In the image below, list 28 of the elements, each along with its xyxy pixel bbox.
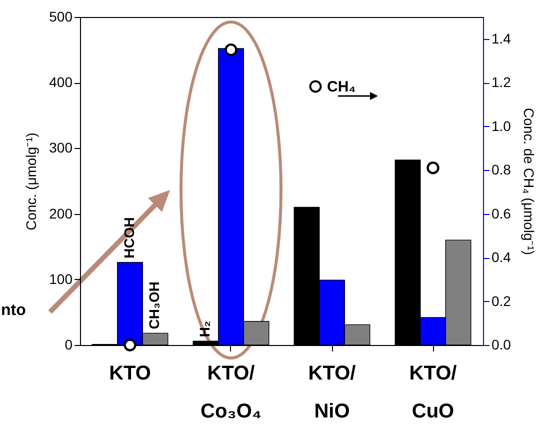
x-tick-label: KTO/ Co₃O₄: [200, 362, 262, 422]
text: CH₃OH: [146, 281, 162, 330]
y-tick-label: 100: [49, 270, 73, 287]
y2-tick-label: 0.2: [492, 292, 512, 309]
y2-tick-label: 1.4: [492, 30, 512, 46]
text: H₂: [196, 320, 213, 338]
y2-tick-label: 1.0: [492, 118, 512, 134]
text: nto: [1, 302, 26, 319]
y-tick-label: 300: [49, 140, 73, 156]
point: [426, 162, 440, 174]
y2-tick-label: 0.4: [492, 249, 512, 266]
y2-tick-label: 0.0: [492, 336, 512, 352]
y2-axis-title: Conc. de CH₄ (μmolg⁻¹): [520, 108, 537, 256]
point: [224, 43, 238, 56]
y2-tick-label: 1.2: [492, 74, 512, 90]
point: [124, 338, 136, 352]
legend-label: CH₄: [327, 78, 356, 96]
y-tick-label: 200: [49, 205, 73, 222]
text: HCOH: [120, 217, 137, 258]
x-tick-label: KTO: [109, 362, 151, 384]
y-tick-label: 500: [49, 8, 73, 24]
y-axis-title: Conc. (μmolg⁻¹): [23, 132, 40, 230]
x-tick-label: KTO/ CuO: [409, 362, 458, 422]
x-tick-label: KTO/ NiO: [308, 362, 356, 422]
y-tick-label: 0: [64, 336, 73, 352]
y2-tick-label: 0.6: [492, 205, 512, 222]
y-tick-label: 400: [49, 74, 73, 90]
y2-tick-label: 0.8: [492, 162, 512, 178]
